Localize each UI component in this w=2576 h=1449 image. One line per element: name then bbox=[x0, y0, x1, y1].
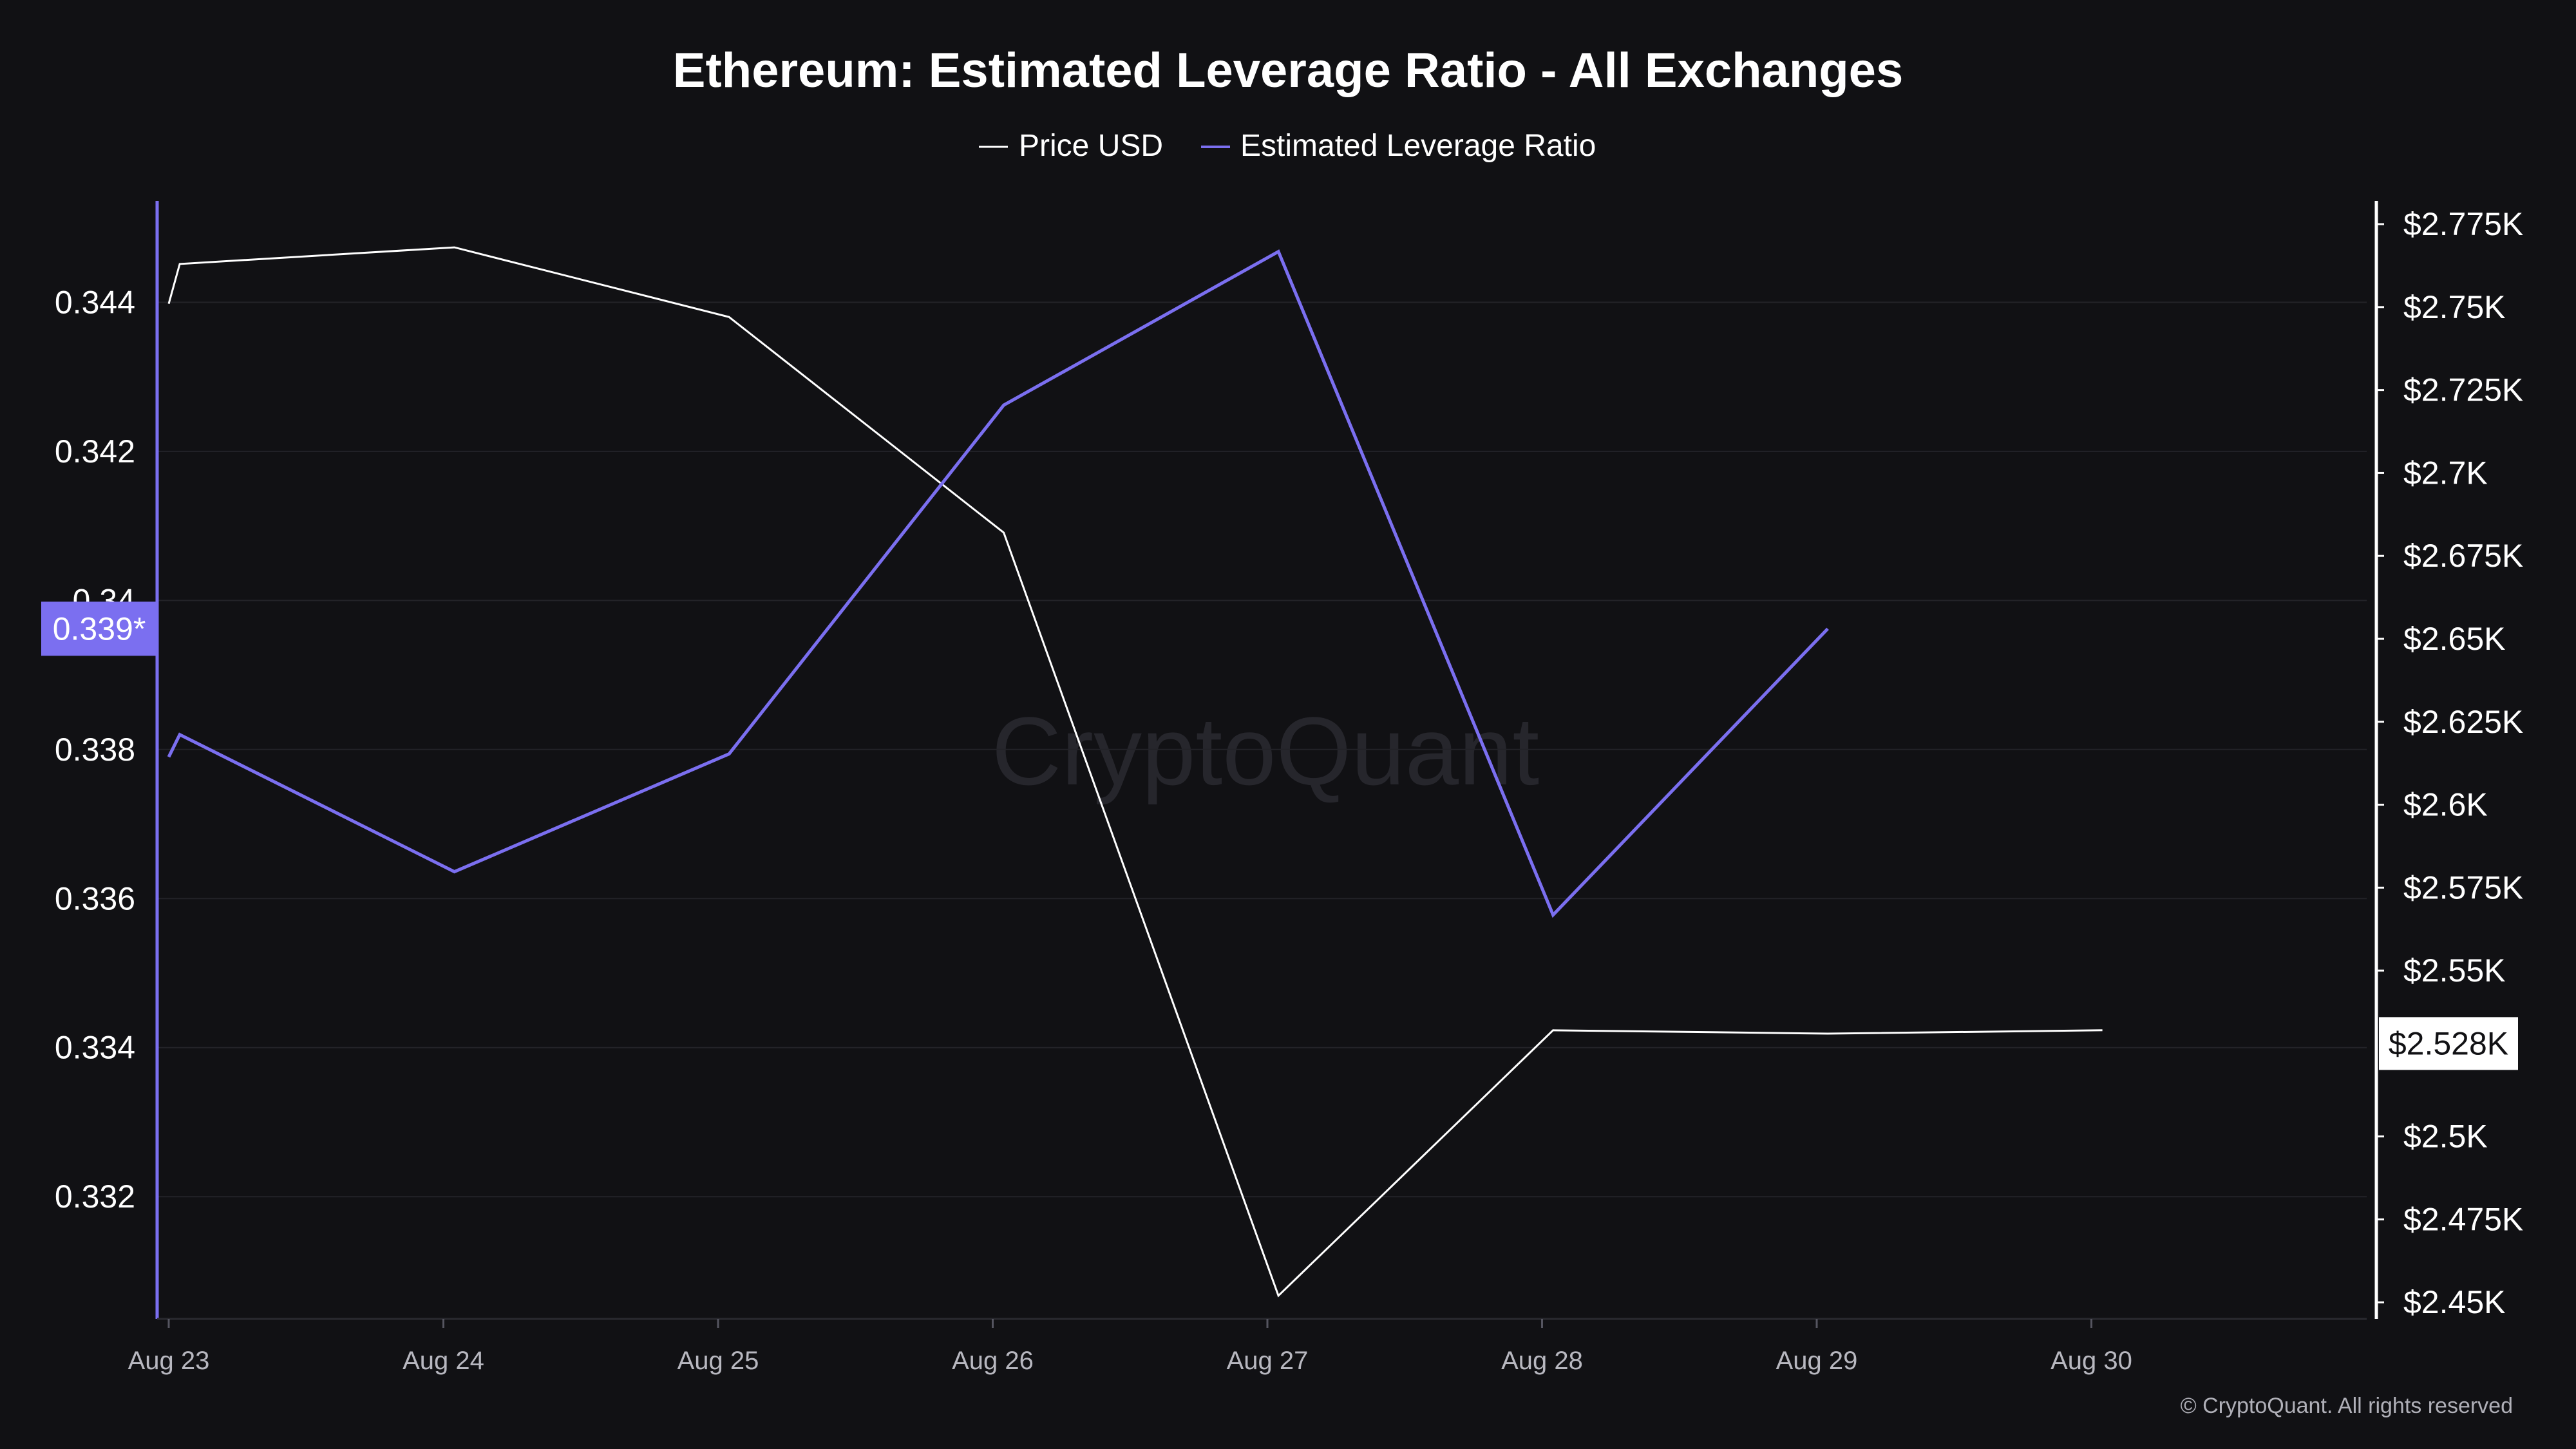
watermark: CryptoQuant bbox=[992, 697, 1539, 805]
estimated-leverage-ratio-line[interactable] bbox=[167, 249, 1829, 918]
x-tick-label: Aug 25 bbox=[677, 1347, 759, 1375]
price-point bbox=[1549, 1027, 1557, 1034]
left-tick-label: 0.336 bbox=[55, 880, 135, 916]
right-tick-label: $2.75K bbox=[2403, 289, 2505, 325]
x-tick-label: Aug 26 bbox=[952, 1347, 1034, 1375]
right-tick-label: $2.625K bbox=[2403, 704, 2523, 740]
leverage-point bbox=[451, 868, 459, 876]
right-tick-label: $2.475K bbox=[2403, 1201, 2523, 1237]
right-tick-label: $2.65K bbox=[2403, 621, 2505, 657]
x-tick-label: Aug 30 bbox=[2050, 1347, 2132, 1375]
leverage-point bbox=[1274, 248, 1282, 256]
right-tick-label: $2.725K bbox=[2403, 372, 2523, 408]
right-tick-label: $2.6K bbox=[2403, 787, 2488, 823]
right-axis-ticks: $2.45K $2.475K $2.5K $2.55K $2.575K $2.6K $2.6… bbox=[2376, 206, 2523, 1320]
price-point bbox=[451, 243, 459, 251]
leverage-current-badge-box bbox=[41, 601, 157, 656]
price-point bbox=[2099, 1027, 2107, 1034]
x-tick-label: Aug 27 bbox=[1227, 1347, 1309, 1375]
leverage-point bbox=[1549, 911, 1557, 919]
right-tick-label: $2.55K bbox=[2403, 952, 2505, 989]
chart-title: Ethereum: Estimated Leverage Ratio - All… bbox=[673, 43, 1903, 98]
gridlines bbox=[157, 301, 2367, 1198]
price-point bbox=[725, 313, 733, 321]
leverage-point bbox=[1000, 401, 1008, 409]
left-tick-label: 0.342 bbox=[55, 433, 135, 469]
copyright: © CryptoQuant. All rights reserved bbox=[2181, 1394, 2513, 1418]
price-point bbox=[1274, 1292, 1282, 1300]
price-current-badge: $2.528K bbox=[2379, 1017, 2518, 1070]
x-axis-ticks: Aug 23 Aug 24 Aug 25 Aug 26 Aug 27 Aug 28 Aug … bbox=[128, 1319, 2132, 1375]
leverage-current-badge: 0.339* bbox=[41, 601, 157, 656]
left-tick-label: 0.338 bbox=[55, 732, 135, 768]
x-tick-label: Aug 23 bbox=[128, 1347, 210, 1375]
legend-price-label[interactable]: Price USD bbox=[1019, 129, 1163, 163]
price-point bbox=[165, 300, 173, 308]
price-point bbox=[1824, 1030, 1832, 1037]
right-tick-label: $2.7K bbox=[2403, 455, 2488, 491]
right-tick-label: $2.675K bbox=[2403, 538, 2523, 574]
left-tick-label: 0.334 bbox=[55, 1030, 135, 1066]
price-current-badge-box bbox=[2379, 1017, 2518, 1070]
price-point bbox=[1000, 529, 1008, 536]
price-point bbox=[176, 260, 184, 268]
leverage-current-badge-label: 0.339* bbox=[53, 611, 146, 647]
x-tick-label: Aug 28 bbox=[1501, 1347, 1583, 1375]
x-tick-label: Aug 24 bbox=[402, 1347, 484, 1375]
legend-leverage-label[interactable]: Estimated Leverage Ratio bbox=[1240, 129, 1596, 163]
right-tick-label: $2.775K bbox=[2403, 206, 2523, 242]
right-tick-label: $2.45K bbox=[2403, 1284, 2505, 1320]
leverage-point bbox=[165, 753, 173, 761]
leverage-point bbox=[725, 750, 733, 758]
leverage-point bbox=[176, 731, 184, 739]
right-tick-label: $2.5K bbox=[2403, 1119, 2488, 1155]
price-usd-line[interactable] bbox=[167, 246, 2103, 1298]
right-tick-label: $2.575K bbox=[2403, 869, 2523, 905]
price-current-badge-label: $2.528K bbox=[2389, 1025, 2508, 1061]
left-tick-label: 0.332 bbox=[55, 1179, 135, 1215]
x-tick-label: Aug 29 bbox=[1776, 1347, 1858, 1375]
left-tick-label: 0.344 bbox=[55, 284, 135, 320]
legend: Price USD Estimated Leverage Ratio bbox=[979, 129, 1596, 163]
leverage-point bbox=[1824, 625, 1832, 632]
